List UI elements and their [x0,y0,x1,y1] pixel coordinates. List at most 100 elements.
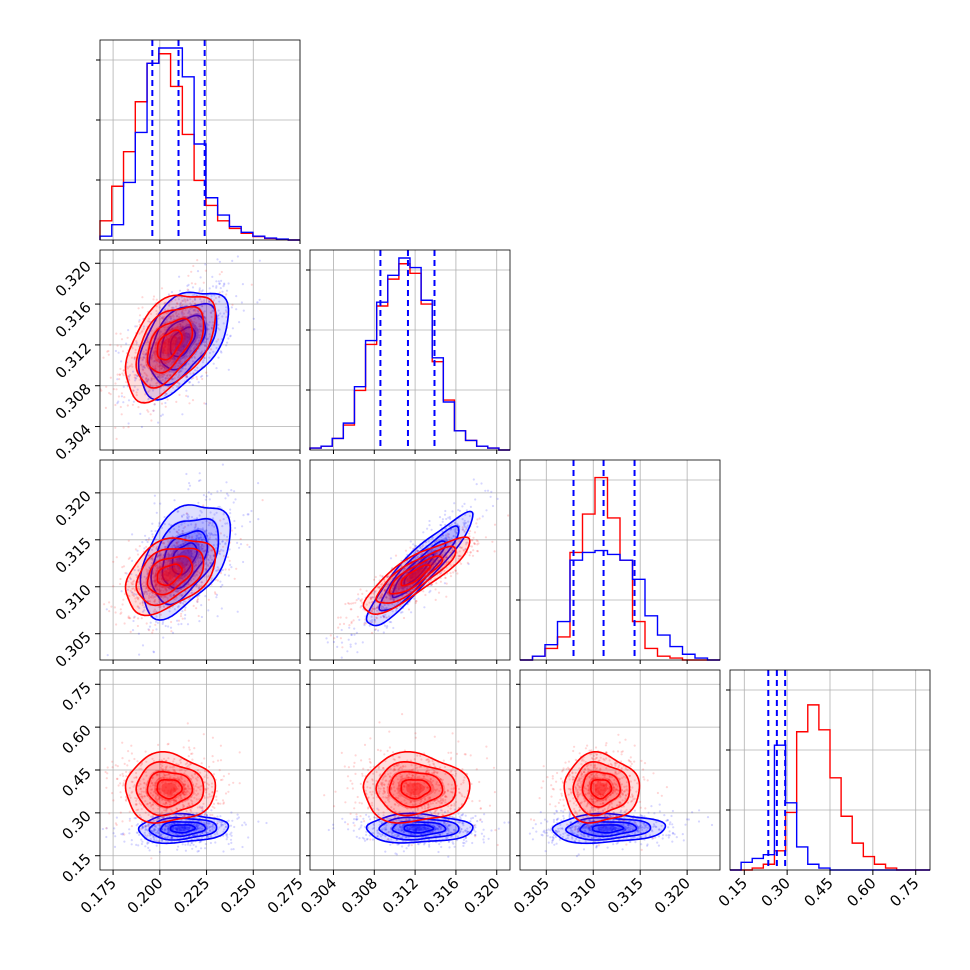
scatter-point-blue [178,829,181,832]
scatter-point-red [193,325,196,328]
scatter-point-red [188,402,191,405]
scatter-point-blue [183,521,186,524]
scatter-point-blue [143,592,146,595]
scatter-point-red [204,317,207,320]
scatter-panel-2-0 [99,459,301,661]
scatter-point-red [186,761,189,765]
scatter-point-red [250,283,253,286]
scatter-point-blue [227,574,230,577]
scatter-point-blue [189,844,192,847]
scatter-point-red [121,350,125,353]
scatter-point-red [198,323,201,326]
scatter-point-red [219,572,223,575]
scatter-point-blue [165,377,168,380]
scatter-point-blue [163,321,167,324]
scatter-point-red [162,326,166,329]
scatter-point-blue [139,412,142,415]
scatter-point-red [126,404,129,407]
scatter-point-red [201,807,204,810]
scatter-point-blue [179,370,182,373]
scatter-point-red [184,376,187,379]
scatter-point-blue [171,326,174,329]
scatter-point-blue [134,377,137,380]
scatter-point-blue [203,299,206,302]
scatter-point-blue [182,815,185,818]
scatter-point-blue [175,828,178,831]
scatter-point-red [131,347,134,350]
scatter-point-blue [171,356,174,359]
scatter-point-blue [156,621,159,625]
scatter-point-blue [378,597,381,600]
scatter-point-red [178,361,181,364]
scatter-point-red [156,588,159,591]
scatter-point-red [156,375,159,378]
scatter-point-blue [164,828,167,831]
scatter-point-blue [415,545,418,548]
density-fill-red [161,567,178,582]
scatter-point-red [156,358,159,361]
scatter-point-blue [146,842,149,845]
scatter-point-red [448,536,451,539]
contour-red [124,537,217,617]
scatter-point-blue [167,573,170,577]
scatter-point-blue [141,601,144,604]
density-fill-red [154,326,186,364]
scatter-point-red [475,539,478,542]
scatter-point-red [188,746,191,749]
scatter-point-blue [133,569,136,572]
scatter-point-red [136,565,140,568]
scatter-point-red [169,575,172,578]
contour-red [135,547,205,607]
scatter-point-blue [200,329,203,332]
scatter-point-red [211,321,214,324]
scatter-point-blue [188,543,191,546]
scatter-point-red [183,793,186,797]
scatter-point-blue [221,315,224,318]
scatter-point-red [121,566,124,569]
scatter-point-blue [151,389,155,392]
scatter-point-blue [126,588,130,591]
scatter-point-blue [428,581,431,584]
scatter-point-red [138,378,141,381]
scatter-point-blue [133,358,136,361]
scatter-point-red [199,328,202,331]
scatter-point-red [198,586,201,590]
scatter-point-red [172,768,175,771]
scatter-point-red [187,583,190,586]
histogram-red [730,704,930,871]
scatter-point-blue [152,558,155,561]
scatter-point-blue [208,822,211,825]
scatter-point-red [97,394,99,396]
scatter-point-blue [146,380,149,383]
density-fill-red [363,537,470,615]
density-fill-red [125,538,216,616]
scatter-point-red [143,781,146,785]
scatter-point-red [166,791,169,795]
scatter-point-blue [206,822,209,825]
scatter-point-red [142,778,145,781]
scatter-point-blue [208,532,211,535]
scatter-point-red [171,377,174,380]
scatter-point-red [167,337,170,340]
scatter-point-red [121,772,124,776]
scatter-point-blue [135,843,138,847]
scatter-point-blue [206,563,209,566]
scatter-point-red [465,543,468,546]
scatter-point-blue [250,509,253,513]
scatter-point-blue [349,643,352,646]
scatter-point-blue [246,513,249,516]
scatter-point-blue [175,558,178,561]
scatter-point-red [135,596,139,599]
scatter-point-red [460,546,464,549]
scatter-point-blue [185,332,188,335]
scatter-point-blue [385,596,388,599]
scatter-point-red [187,755,190,758]
scatter-point-red [184,332,187,335]
scatter-point-red [130,791,133,794]
scatter-point-red [165,312,169,315]
scatter-point-blue [408,576,411,579]
scatter-point-red [183,772,186,775]
scatter-point-blue [168,831,171,834]
scatter-point-red [158,566,161,569]
scatter-point-red [177,557,181,560]
